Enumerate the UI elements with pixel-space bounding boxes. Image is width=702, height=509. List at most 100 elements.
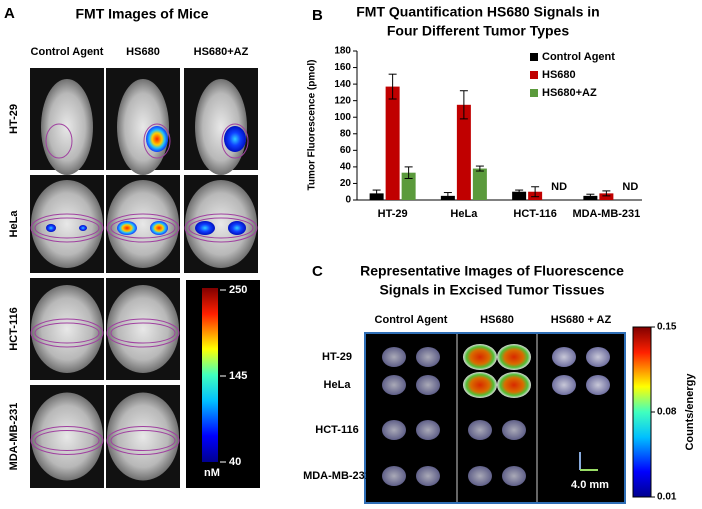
colorbar-label: Counts/energy <box>684 373 696 451</box>
signal <box>195 221 215 235</box>
row-label: HCT-116 <box>315 424 358 436</box>
mouse-body <box>107 392 179 481</box>
roi <box>106 318 180 348</box>
value-label: ND <box>622 181 638 193</box>
roi <box>30 213 104 243</box>
tissue <box>382 466 406 486</box>
panel-letter: B <box>312 7 323 24</box>
x-tick-label: HT-29 <box>378 208 408 220</box>
row-label: MDA-MB-231 <box>303 470 371 482</box>
colorbar-tick-label: 145 <box>229 370 247 382</box>
colorbar-tick-label: 40 <box>229 456 241 468</box>
bar <box>385 86 400 200</box>
panel-title: Signals in Excised Tumor Tissues <box>379 282 604 298</box>
mouse-body <box>31 392 103 481</box>
bar <box>599 193 614 200</box>
signal <box>150 221 168 235</box>
roi <box>30 426 104 455</box>
row-label: HT-29 <box>8 104 20 134</box>
roi <box>110 217 176 239</box>
legend-label: Control Agent <box>542 51 615 63</box>
tissue <box>382 347 406 367</box>
chart-title: FMT Quantification HS680 Signals in <box>356 4 599 20</box>
panel-letter: C <box>312 263 323 280</box>
tissue <box>497 372 531 398</box>
row-label: HeLa <box>324 379 352 391</box>
signal <box>146 126 168 152</box>
signal <box>224 126 246 152</box>
roi <box>34 217 100 239</box>
y-tick-label: 0 <box>345 195 351 206</box>
roi <box>184 213 258 243</box>
tissue <box>416 375 440 395</box>
colorbar <box>632 326 652 498</box>
mouse-body <box>107 285 179 373</box>
tissue <box>463 344 497 370</box>
panel-title: FMT Images of Mice <box>75 6 208 22</box>
row-label: HeLa <box>8 210 20 238</box>
y-tick-label: 180 <box>334 46 351 57</box>
tissue <box>552 347 576 367</box>
row-label: HT-29 <box>322 351 352 363</box>
x-tick-label: MDA-MB-231 <box>572 208 640 220</box>
legend-label: HS680+AZ <box>542 87 597 99</box>
bar <box>472 168 487 200</box>
tissue <box>552 375 576 395</box>
panel-b: B FMT Quantification HS680 Signals in Fo… <box>307 4 642 220</box>
x-tick-label: HeLa <box>450 208 478 220</box>
row-label: MDA-MB-231 <box>8 403 20 471</box>
legend-swatch <box>530 71 538 79</box>
tissue <box>468 466 492 486</box>
roi <box>188 217 254 239</box>
y-tick-label: 80 <box>340 128 352 139</box>
tissue <box>586 347 610 367</box>
x-tick-label: HCT-116 <box>513 208 556 220</box>
tissue <box>502 420 526 440</box>
value-label: ND <box>551 181 567 193</box>
roi <box>221 123 249 159</box>
column-header: HS680+AZ <box>194 46 249 58</box>
mouse-body <box>107 180 179 268</box>
tissue <box>586 375 610 395</box>
tissue <box>497 344 531 370</box>
tissue <box>416 420 440 440</box>
y-tick-label: 60 <box>340 145 352 156</box>
colorbar-tick-label: 0.01 <box>657 492 677 503</box>
row-label: HCT-116 <box>8 307 20 350</box>
roi <box>45 123 73 159</box>
tissue <box>468 420 492 440</box>
y-tick-label: 100 <box>334 112 351 123</box>
y-tick-label: 120 <box>334 95 351 106</box>
roi <box>34 322 100 344</box>
y-tick-label: 160 <box>334 62 351 73</box>
y-tick-label: 20 <box>340 178 352 189</box>
mouse-body <box>31 285 103 373</box>
tissue <box>502 466 526 486</box>
panel-title: Representative Images of Fluorescence <box>360 263 624 279</box>
colorbar-unit: nM <box>204 467 220 479</box>
mouse-body <box>185 180 257 268</box>
roi <box>34 430 100 451</box>
bar <box>401 172 416 200</box>
chart-title: Four Different Tumor Types <box>387 23 569 39</box>
legend-swatch <box>530 53 538 61</box>
colorbar-tick-label: 250 <box>229 284 247 296</box>
bar <box>456 104 471 200</box>
panel-a: A FMT Images of Mice Control Agent HS680 H… <box>4 5 260 488</box>
y-tick-label: 140 <box>334 79 351 90</box>
tissue <box>382 420 406 440</box>
roi <box>30 318 104 348</box>
roi <box>106 213 180 243</box>
bar <box>512 191 527 200</box>
legend-swatch <box>530 89 538 97</box>
y-tick-label: 40 <box>340 162 352 173</box>
tissue <box>416 466 440 486</box>
colorbar-tick-label: 0.08 <box>657 407 677 418</box>
tissue <box>382 375 406 395</box>
colorbar <box>202 288 218 462</box>
roi <box>143 123 171 159</box>
panel-letter: A <box>4 5 15 22</box>
roi <box>110 322 176 344</box>
signal <box>79 225 87 231</box>
